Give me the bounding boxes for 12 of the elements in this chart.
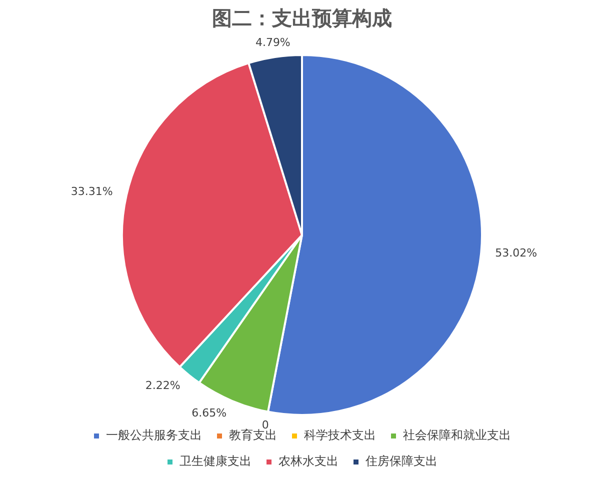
data-label: 2.22% xyxy=(145,378,180,392)
chart-title: 图二：支出预算构成 xyxy=(212,6,392,30)
legend-label: 科学技术支出 xyxy=(304,428,376,442)
data-label: 6.65% xyxy=(192,406,227,420)
data-label: 33.31% xyxy=(70,184,113,198)
legend-label: 社会保障和就业支出 xyxy=(403,428,511,442)
legend-label: 卫生健康支出 xyxy=(180,454,252,468)
legend-label: 农林水支出 xyxy=(278,454,338,468)
legend-label: 住房保障支出 xyxy=(364,454,438,468)
legend-label: 一般公共服务支出 xyxy=(106,428,202,442)
data-label: 53.02% xyxy=(495,246,538,260)
data-label: 4.79% xyxy=(255,36,290,50)
